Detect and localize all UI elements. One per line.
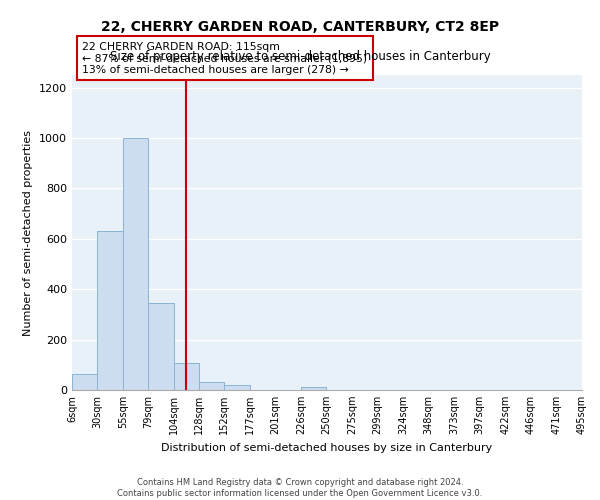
Bar — [199, 382, 224, 390]
X-axis label: Distribution of semi-detached houses by size in Canterbury: Distribution of semi-detached houses by … — [161, 442, 493, 452]
Bar — [224, 386, 250, 390]
Text: 22, CHERRY GARDEN ROAD, CANTERBURY, CT2 8EP: 22, CHERRY GARDEN ROAD, CANTERBURY, CT2 … — [101, 20, 499, 34]
Bar — [148, 303, 174, 390]
Bar — [301, 388, 326, 390]
Y-axis label: Number of semi-detached properties: Number of semi-detached properties — [23, 130, 34, 336]
Text: 22 CHERRY GARDEN ROAD: 115sqm
← 87% of semi-detached houses are smaller (1,895)
: 22 CHERRY GARDEN ROAD: 115sqm ← 87% of s… — [82, 42, 367, 75]
Bar — [97, 231, 123, 390]
Bar — [123, 138, 148, 390]
Bar — [174, 363, 199, 390]
Bar — [72, 374, 97, 390]
Text: Size of property relative to semi-detached houses in Canterbury: Size of property relative to semi-detach… — [110, 50, 490, 63]
Text: Contains HM Land Registry data © Crown copyright and database right 2024.
Contai: Contains HM Land Registry data © Crown c… — [118, 478, 482, 498]
